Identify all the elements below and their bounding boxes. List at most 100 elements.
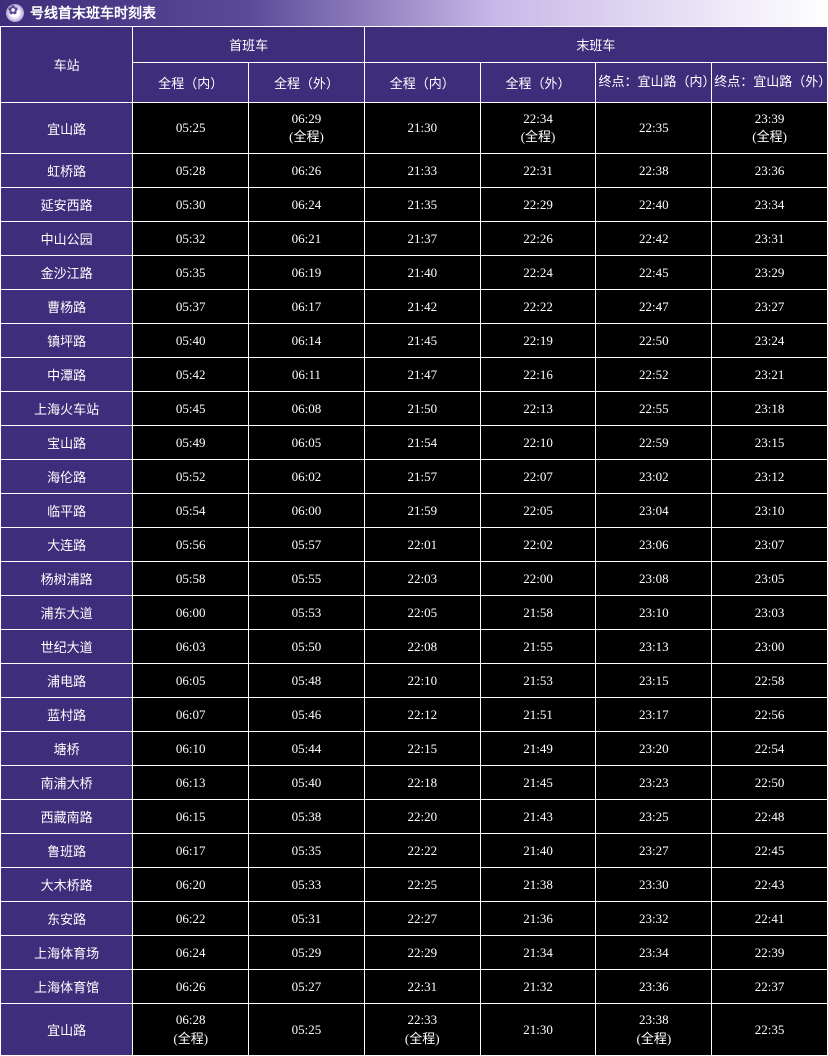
time-cell: 22:00 <box>480 562 596 596</box>
time-cell: 22:35 <box>596 103 712 154</box>
time-cell: 05:27 <box>249 970 365 1004</box>
time-cell: 05:30 <box>133 188 249 222</box>
table-row: 浦东大道06:0005:5322:0521:5823:1023:03 <box>1 596 828 630</box>
time-cell: 21:40 <box>480 834 596 868</box>
time-cell: 22:31 <box>364 970 480 1004</box>
time-cell: 21:36 <box>480 902 596 936</box>
time-cell: 21:57 <box>364 460 480 494</box>
table-row: 鲁班路06:1705:3522:2221:4023:2722:45 <box>1 834 828 868</box>
station-cell: 上海体育馆 <box>1 970 133 1004</box>
table-row: 中山公园05:3206:2121:3722:2622:4223:31 <box>1 222 828 256</box>
time-cell: 23:15 <box>596 664 712 698</box>
time-cell: 21:51 <box>480 698 596 732</box>
table-row: 世纪大道06:0305:5022:0821:5523:1323:00 <box>1 630 828 664</box>
time-cell: 23:27 <box>712 290 828 324</box>
time-cell: 22:08 <box>364 630 480 664</box>
time-cell: 21:33 <box>364 154 480 188</box>
time-cell: 05:54 <box>133 494 249 528</box>
time-cell: 22:02 <box>480 528 596 562</box>
time-cell: 22:52 <box>596 358 712 392</box>
station-cell: 浦东大道 <box>1 596 133 630</box>
time-cell: 06:05 <box>133 664 249 698</box>
time-cell: 05:25 <box>249 1004 365 1055</box>
header-last-full-inner: 全程（内） <box>364 63 480 103</box>
station-cell: 杨树浦路 <box>1 562 133 596</box>
time-cell: 22:50 <box>596 324 712 358</box>
station-cell: 鲁班路 <box>1 834 133 868</box>
time-cell: 22:40 <box>596 188 712 222</box>
time-cell: 23:06 <box>596 528 712 562</box>
time-cell: 05:46 <box>249 698 365 732</box>
time-cell: 22:20 <box>364 800 480 834</box>
time-cell: 23:36 <box>712 154 828 188</box>
time-cell: 21:55 <box>480 630 596 664</box>
time-cell: 22:10 <box>364 664 480 698</box>
time-cell: 06:28(全程) <box>133 1004 249 1055</box>
table-row: 延安西路05:3006:2421:3522:2922:4023:34 <box>1 188 828 222</box>
table-row: 塘桥06:1005:4422:1521:4923:2022:54 <box>1 732 828 766</box>
title-bar: 号线首末班车时刻表 <box>0 0 828 26</box>
station-cell: 大连路 <box>1 528 133 562</box>
time-cell: 05:29 <box>249 936 365 970</box>
time-cell: 06:24 <box>133 936 249 970</box>
time-cell: 23:03 <box>712 596 828 630</box>
table-row: 曹杨路05:3706:1721:4222:2222:4723:27 <box>1 290 828 324</box>
time-cell: 23:13 <box>596 630 712 664</box>
station-cell: 东安路 <box>1 902 133 936</box>
time-cell: 22:13 <box>480 392 596 426</box>
table-row: 西藏南路06:1505:3822:2021:4323:2522:48 <box>1 800 828 834</box>
time-cell: 21:35 <box>364 188 480 222</box>
time-cell: 22:50 <box>712 766 828 800</box>
table-row: 宝山路05:4906:0521:5422:1022:5923:15 <box>1 426 828 460</box>
time-cell: 06:20 <box>133 868 249 902</box>
time-cell: 22:48 <box>712 800 828 834</box>
time-cell: 05:25 <box>133 103 249 154</box>
time-cell: 21:30 <box>364 103 480 154</box>
time-cell: 23:38(全程) <box>596 1004 712 1055</box>
time-cell: 21:37 <box>364 222 480 256</box>
time-cell: 23:05 <box>712 562 828 596</box>
station-cell: 中潭路 <box>1 358 133 392</box>
table-row: 海伦路05:5206:0221:5722:0723:0223:12 <box>1 460 828 494</box>
time-cell: 22:01 <box>364 528 480 562</box>
header-last: 末班车 <box>364 27 827 63</box>
time-cell: 06:22 <box>133 902 249 936</box>
time-cell: 21:42 <box>364 290 480 324</box>
time-cell: 21:47 <box>364 358 480 392</box>
time-cell: 23:32 <box>596 902 712 936</box>
time-cell: 22:05 <box>480 494 596 528</box>
time-cell: 22:18 <box>364 766 480 800</box>
station-cell: 曹杨路 <box>1 290 133 324</box>
time-cell: 22:47 <box>596 290 712 324</box>
time-cell: 21:34 <box>480 936 596 970</box>
table-row: 上海火车站05:4506:0821:5022:1322:5523:18 <box>1 392 828 426</box>
time-cell: 22:58 <box>712 664 828 698</box>
time-cell: 22:27 <box>364 902 480 936</box>
time-cell: 22:19 <box>480 324 596 358</box>
time-cell: 05:40 <box>133 324 249 358</box>
time-cell: 06:07 <box>133 698 249 732</box>
time-cell: 22:54 <box>712 732 828 766</box>
time-cell: 22:15 <box>364 732 480 766</box>
station-cell: 蓝村路 <box>1 698 133 732</box>
time-cell: 06:26 <box>133 970 249 1004</box>
time-cell: 05:45 <box>133 392 249 426</box>
time-cell: 21:59 <box>364 494 480 528</box>
time-cell: 06:03 <box>133 630 249 664</box>
header-end-yishan-outer: 终点：宜山路（外） <box>712 63 828 103</box>
time-cell: 23:34 <box>596 936 712 970</box>
table-row: 大连路05:5605:5722:0122:0223:0623:07 <box>1 528 828 562</box>
time-cell: 23:08 <box>596 562 712 596</box>
time-cell: 23:30 <box>596 868 712 902</box>
time-cell: 22:59 <box>596 426 712 460</box>
time-cell: 06:24 <box>249 188 365 222</box>
time-cell: 05:28 <box>133 154 249 188</box>
station-cell: 上海体育场 <box>1 936 133 970</box>
time-cell: 05:38 <box>249 800 365 834</box>
time-cell: 06:26 <box>249 154 365 188</box>
time-cell: 22:05 <box>364 596 480 630</box>
time-cell: 21:45 <box>480 766 596 800</box>
time-cell: 23:07 <box>712 528 828 562</box>
time-cell: 23:00 <box>712 630 828 664</box>
line-icon <box>6 4 24 22</box>
